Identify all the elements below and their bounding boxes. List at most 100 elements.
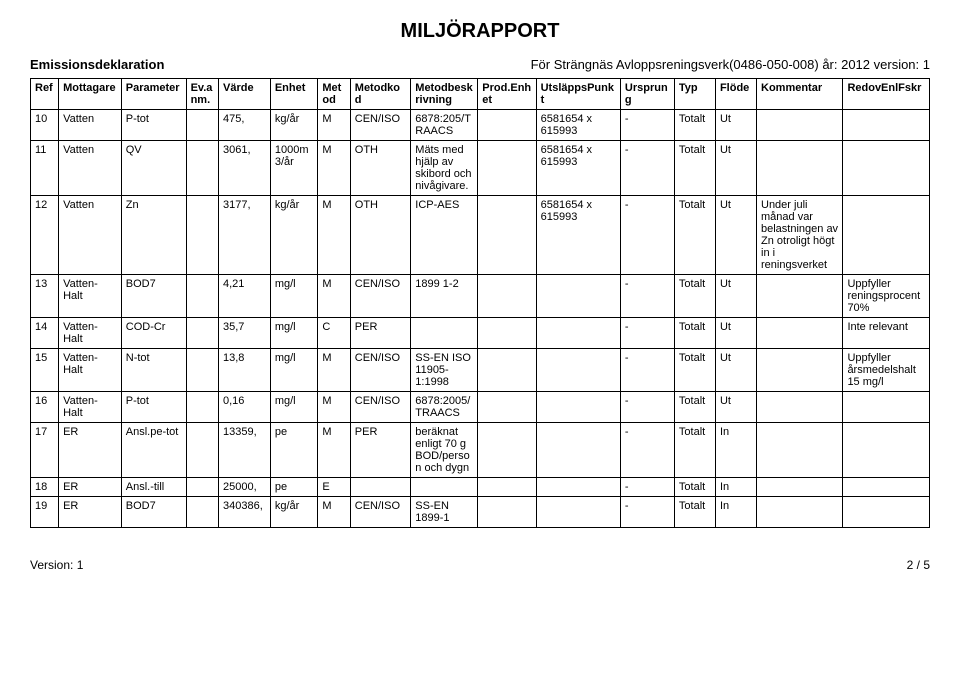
cell-mbesk: beräknat enligt 70 g BOD/person och dygn: [411, 423, 478, 478]
cell-flode: In: [715, 478, 756, 497]
table-row: 12VattenZn3177,kg/årMOTHICP-AES6581654 x…: [31, 196, 930, 275]
cell-flode: Ut: [715, 392, 756, 423]
cell-ev: [186, 497, 218, 528]
table-row: 13Vatten-HaltBOD74,21mg/lMCEN/ISO1899 1-…: [31, 275, 930, 318]
cell-flode: Ut: [715, 141, 756, 196]
cell-mott: ER: [59, 478, 122, 497]
table-header-row: Ref Mottagare Parameter Ev.anm. Värde En…: [31, 79, 930, 110]
cell-penh: [478, 349, 536, 392]
cell-redo: [843, 141, 930, 196]
cell-up: [536, 497, 620, 528]
cell-komm: Under juli månad var belastningen av Zn …: [757, 196, 843, 275]
cell-urs: -: [620, 349, 674, 392]
cell-penh: [478, 110, 536, 141]
cell-ref: 11: [31, 141, 59, 196]
cell-urs: -: [620, 141, 674, 196]
cell-mkod: CEN/ISO: [350, 110, 411, 141]
cell-flode: In: [715, 497, 756, 528]
cell-param: P-tot: [121, 110, 186, 141]
table-row: 11VattenQV3061,1000m3/årMOTHMäts med hjä…: [31, 141, 930, 196]
table-row: 19ERBOD7340386,kg/årMCEN/ISOSS-EN 1899-1…: [31, 497, 930, 528]
cell-typ: Totalt: [674, 318, 715, 349]
cell-metod: M: [318, 349, 350, 392]
cell-varde: 3061,: [218, 141, 270, 196]
cell-metod: E: [318, 478, 350, 497]
cell-mbesk: Mäts med hjälp av skibord och nivågivare…: [411, 141, 478, 196]
cell-mbesk: 1899 1-2: [411, 275, 478, 318]
cell-up: 6581654 x 615993: [536, 141, 620, 196]
cell-typ: Totalt: [674, 392, 715, 423]
cell-varde: 475,: [218, 110, 270, 141]
cell-varde: 3177,: [218, 196, 270, 275]
cell-metod: M: [318, 110, 350, 141]
cell-varde: 13,8: [218, 349, 270, 392]
cell-mbesk: [411, 318, 478, 349]
section-context: För Strängnäs Avloppsreningsverk(0486-05…: [531, 57, 930, 72]
table-row: 18ERAnsl.-till25000,peE-TotaltIn: [31, 478, 930, 497]
page-footer: Version: 1 2 / 5: [30, 558, 930, 572]
cell-varde: 13359,: [218, 423, 270, 478]
cell-ev: [186, 349, 218, 392]
cell-typ: Totalt: [674, 497, 715, 528]
cell-komm: [757, 318, 843, 349]
cell-typ: Totalt: [674, 196, 715, 275]
cell-redo: [843, 196, 930, 275]
cell-varde: 35,7: [218, 318, 270, 349]
cell-komm: [757, 497, 843, 528]
cell-ref: 19: [31, 497, 59, 528]
cell-mott: Vatten: [59, 141, 122, 196]
cell-redo: [843, 392, 930, 423]
col-enhet: Enhet: [270, 79, 318, 110]
cell-enhet: mg/l: [270, 349, 318, 392]
cell-typ: Totalt: [674, 275, 715, 318]
cell-urs: -: [620, 423, 674, 478]
cell-enhet: pe: [270, 478, 318, 497]
cell-enhet: kg/år: [270, 110, 318, 141]
cell-mott: Vatten: [59, 110, 122, 141]
cell-ref: 12: [31, 196, 59, 275]
section-header: Emissionsdeklaration För Strängnäs Avlop…: [30, 57, 930, 72]
cell-redo: [843, 478, 930, 497]
cell-mbesk: ICP-AES: [411, 196, 478, 275]
cell-param: BOD7: [121, 497, 186, 528]
cell-komm: [757, 423, 843, 478]
cell-mkod: PER: [350, 318, 411, 349]
cell-penh: [478, 318, 536, 349]
cell-varde: 25000,: [218, 478, 270, 497]
cell-urs: -: [620, 110, 674, 141]
cell-metod: M: [318, 392, 350, 423]
cell-up: [536, 478, 620, 497]
cell-penh: [478, 478, 536, 497]
col-parameter: Parameter: [121, 79, 186, 110]
col-evanm: Ev.anm.: [186, 79, 218, 110]
col-metod: Metod: [318, 79, 350, 110]
cell-enhet: mg/l: [270, 392, 318, 423]
col-typ: Typ: [674, 79, 715, 110]
cell-penh: [478, 392, 536, 423]
cell-enhet: mg/l: [270, 275, 318, 318]
cell-enhet: pe: [270, 423, 318, 478]
cell-varde: 340386,: [218, 497, 270, 528]
cell-mkod: PER: [350, 423, 411, 478]
cell-up: [536, 423, 620, 478]
cell-komm: [757, 478, 843, 497]
cell-up: [536, 349, 620, 392]
cell-ev: [186, 141, 218, 196]
cell-typ: Totalt: [674, 423, 715, 478]
table-body: 10VattenP-tot475,kg/årMCEN/ISO6878:205/T…: [31, 110, 930, 528]
cell-urs: -: [620, 318, 674, 349]
cell-flode: Ut: [715, 349, 756, 392]
cell-redo: Uppfyller reningsprocent 70%: [843, 275, 930, 318]
cell-up: 6581654 x 615993: [536, 110, 620, 141]
col-prodenhet: Prod.Enhet: [478, 79, 536, 110]
cell-penh: [478, 275, 536, 318]
cell-param: QV: [121, 141, 186, 196]
cell-varde: 4,21: [218, 275, 270, 318]
cell-flode: Ut: [715, 110, 756, 141]
col-utslappspunkt: UtsläppsPunkt: [536, 79, 620, 110]
cell-komm: [757, 349, 843, 392]
cell-mott: Vatten-Halt: [59, 349, 122, 392]
col-varde: Värde: [218, 79, 270, 110]
cell-enhet: mg/l: [270, 318, 318, 349]
cell-ev: [186, 423, 218, 478]
